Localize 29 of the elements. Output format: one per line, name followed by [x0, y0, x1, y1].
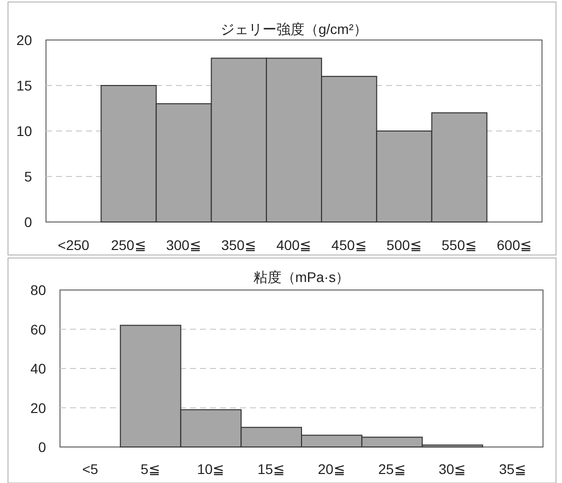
x-tick-label: 450≦	[331, 237, 367, 253]
y-tick-label: 5	[24, 168, 32, 184]
chart-title: ジェリー強度（g/cm²）	[220, 21, 368, 37]
y-tick-label: 15	[16, 78, 32, 94]
x-tick-label: 30≦	[438, 461, 466, 477]
x-tick-label: 20≦	[318, 461, 346, 477]
x-tick-label: 35≦	[499, 461, 527, 477]
x-tick-label: 15≦	[258, 461, 286, 477]
y-tick-label: 10	[16, 123, 32, 139]
x-tick-label: 300≦	[166, 237, 202, 253]
chart-title: 粘度（mPa·s）	[253, 269, 350, 285]
x-tick-label: 25≦	[378, 461, 406, 477]
y-tick-label: 80	[30, 282, 46, 298]
x-tick-label: <250	[58, 237, 90, 253]
x-tick-label: 10≦	[197, 461, 225, 477]
y-tick-label: 0	[38, 439, 46, 455]
x-tick-label: 350≦	[221, 237, 257, 253]
x-tick-label: 550≦	[442, 237, 478, 253]
x-tick-label: 5≦	[140, 461, 160, 477]
y-tick-label: 60	[30, 321, 46, 338]
x-tick-label: 600≦	[496, 237, 532, 253]
y-tick-label: 20	[30, 400, 46, 416]
x-tick-label: 250≦	[110, 237, 146, 253]
x-tick-label: 400≦	[276, 237, 312, 253]
y-tick-label: 20	[16, 32, 32, 48]
x-tick-label: 500≦	[386, 237, 422, 253]
x-tick-label: <5	[82, 461, 98, 477]
y-tick-label: 40	[30, 360, 46, 376]
y-tick-label: 0	[24, 214, 32, 230]
